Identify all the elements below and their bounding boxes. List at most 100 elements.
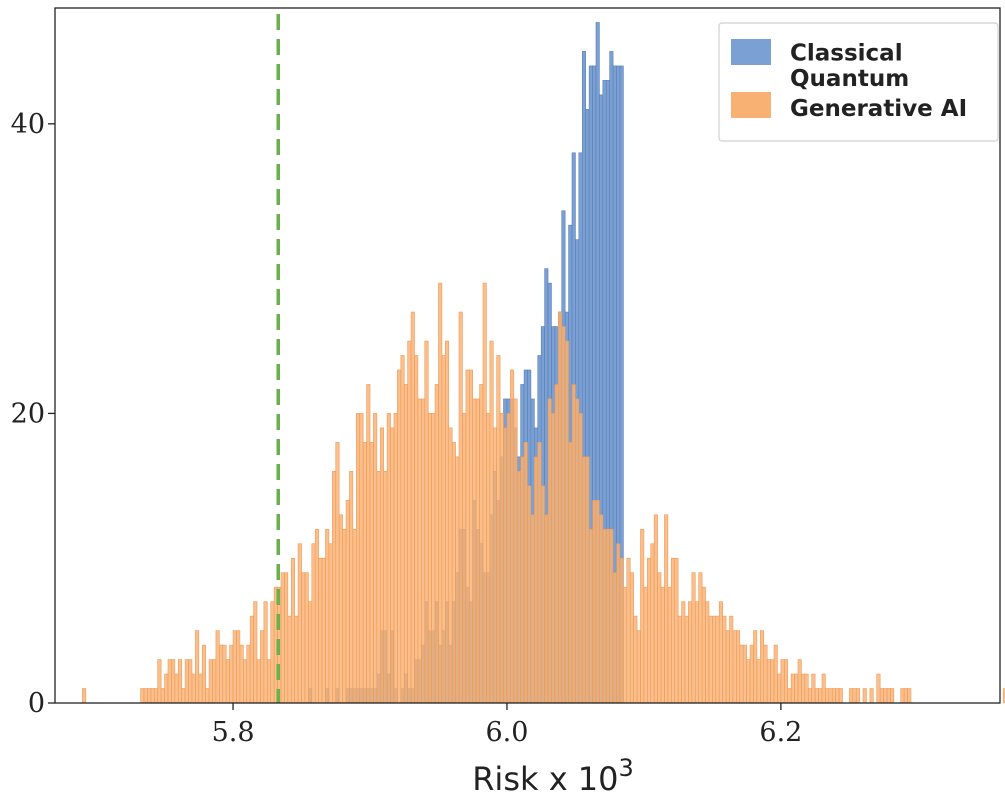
quantum-bar — [763, 644, 768, 704]
quantum-bar — [147, 688, 152, 704]
quantum-bar — [373, 413, 378, 704]
quantum-bar — [205, 688, 210, 704]
quantum-bar — [349, 471, 354, 704]
quantum-bar — [441, 355, 446, 704]
quantum-bar — [568, 442, 573, 704]
legend-swatch-quantum — [731, 92, 771, 118]
quantum-bar — [304, 572, 309, 704]
quantum-bar — [403, 384, 408, 704]
quantum-bar — [400, 355, 405, 704]
quantum-bar — [647, 557, 652, 704]
quantum-bar — [352, 528, 357, 704]
quantum-bar — [571, 384, 576, 704]
quantum-bar — [208, 659, 213, 704]
quantum-bar — [807, 688, 812, 704]
quantum-bar — [397, 369, 402, 704]
x-axis-label: Risk x 103 — [472, 754, 634, 798]
quantum-bar — [715, 615, 720, 704]
quantum-bar — [605, 528, 610, 704]
quantum-bar — [390, 427, 395, 704]
quantum-bar — [626, 557, 631, 704]
quantum-bar — [825, 688, 830, 704]
quantum-bar — [424, 340, 429, 704]
quantum-bar — [633, 615, 638, 704]
quantum-bar — [657, 572, 662, 704]
quantum-bar — [588, 528, 593, 704]
quantum-bar — [431, 413, 436, 704]
quantum-bar — [670, 557, 676, 704]
quantum-bar — [338, 514, 343, 704]
quantum-bar — [445, 340, 450, 704]
quantum-bar — [212, 659, 217, 704]
quantum-bar — [455, 456, 460, 704]
x-axis-label-superscript: 3 — [619, 754, 634, 782]
quantum-bar — [780, 659, 785, 704]
quantum-bar — [575, 398, 580, 704]
legend: Classical Quantum Generative AI — [718, 22, 999, 142]
quantum-bar — [284, 572, 289, 704]
quantum-bar — [427, 413, 432, 704]
quantum-bar — [256, 659, 261, 704]
quantum-bar — [513, 398, 518, 704]
quantum-bar — [321, 557, 326, 704]
quantum-bar — [684, 615, 689, 704]
quantum-bar — [266, 659, 271, 704]
quantum-bar — [890, 688, 895, 704]
quantum-bar — [592, 499, 597, 704]
quantum-bar — [879, 688, 884, 704]
quantum-bar — [451, 442, 456, 704]
y-tick-label: 40 — [11, 109, 45, 140]
quantum-bar — [660, 586, 665, 704]
quantum-bar — [742, 644, 747, 704]
quantum-bar — [828, 688, 833, 704]
quantum-bar — [691, 572, 696, 704]
quantum-bar — [636, 630, 641, 704]
quantum-bar — [732, 630, 737, 704]
quantum-bar — [229, 644, 234, 704]
x-tick-label: 6.0 — [485, 717, 528, 748]
quantum-bar — [184, 659, 189, 704]
quantum-bar — [253, 601, 258, 704]
quantum-bar — [581, 456, 587, 704]
quantum-bar — [359, 413, 364, 704]
quantum-bar — [712, 615, 717, 704]
quantum-bar — [448, 427, 453, 704]
quantum-bar — [160, 688, 165, 704]
quantum-bar — [171, 659, 176, 704]
quantum-bar — [801, 673, 806, 704]
quantum-bar — [653, 514, 658, 704]
quantum-bar — [215, 630, 220, 704]
quantum-bar — [551, 413, 556, 704]
quantum-bar — [414, 355, 419, 704]
quantum-bar — [383, 471, 388, 704]
quantum-bar — [516, 471, 521, 704]
quantum-bar — [883, 688, 888, 704]
quantum-bar — [623, 586, 628, 704]
quantum-bar — [612, 572, 617, 704]
plot-frame — [54, 7, 1001, 704]
quantum-bar — [544, 514, 549, 704]
quantum-bar — [355, 413, 361, 704]
quantum-bar — [701, 586, 706, 704]
quantum-bar — [787, 688, 792, 704]
y-tick-label: 20 — [11, 398, 45, 429]
quantum-bar — [177, 659, 182, 704]
quantum-bar — [345, 499, 350, 704]
quantum-bar — [667, 586, 672, 704]
quantum-bar — [222, 644, 227, 704]
x-axis: 5.8 6.0 6.2 — [212, 703, 802, 748]
quantum-bar — [486, 413, 491, 704]
quantum-bar — [496, 355, 501, 704]
quantum-bar — [540, 485, 545, 704]
quantum-bar — [225, 659, 230, 704]
quantum-bar — [523, 442, 528, 704]
quantum-bar — [1003, 688, 1005, 704]
quantum-bar — [503, 427, 508, 704]
quantum-bar — [852, 688, 857, 704]
quantum-bar — [561, 326, 566, 704]
quantum-bar — [482, 282, 487, 704]
quantum-bar — [530, 514, 535, 704]
quantum-bar — [729, 615, 734, 704]
quantum-bar — [164, 673, 169, 704]
